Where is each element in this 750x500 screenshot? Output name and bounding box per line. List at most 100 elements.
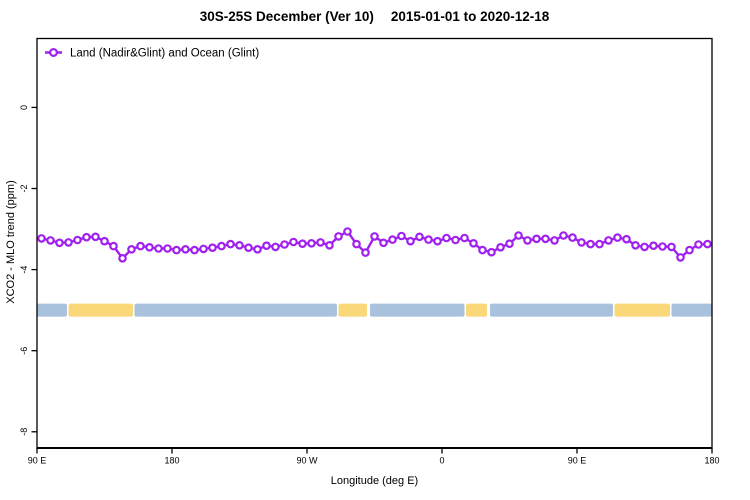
data-point-marker [640, 242, 649, 252]
x-tick-label: 90 E [568, 456, 587, 466]
data-point-marker [208, 243, 217, 253]
data-point-marker [433, 236, 442, 246]
data-point-marker [352, 239, 361, 249]
data-point-marker [568, 233, 577, 242]
legend: Land (Nadir&Glint) and Ocean (Glint) [45, 48, 259, 60]
y-tick-label: -6 [19, 347, 29, 355]
data-point-marker [298, 239, 307, 249]
data-point-marker [514, 231, 523, 240]
band-segment-land [466, 303, 487, 317]
data-point-marker [73, 235, 82, 245]
data-point-marker [100, 236, 109, 246]
data-point-marker [154, 244, 163, 253]
data-series [37, 227, 712, 263]
data-point-marker [586, 239, 595, 249]
y-tick-label: 0 [19, 105, 29, 110]
data-point-marker [487, 247, 496, 257]
data-point-marker [334, 232, 343, 241]
data-point-marker [550, 236, 559, 245]
data-point-marker [505, 239, 514, 249]
data-point-marker [577, 238, 586, 247]
data-point-marker [37, 234, 46, 243]
data-point-marker [604, 236, 613, 245]
data-point-marker [397, 231, 406, 241]
data-point-marker [163, 244, 172, 253]
data-point-marker [235, 241, 244, 250]
data-point-marker [127, 245, 136, 254]
data-point-marker [622, 234, 631, 244]
legend-label: Land (Nadir&Glint) and Ocean (Glint) [70, 48, 259, 60]
band-segment-ocean [370, 303, 465, 317]
data-point-marker [244, 243, 253, 253]
data-point-marker [469, 239, 478, 248]
data-point-marker [226, 239, 235, 249]
data-point-marker [541, 234, 550, 244]
band-segment-land [614, 303, 670, 317]
data-point-marker [109, 241, 118, 251]
data-point-marker [388, 235, 397, 244]
data-point-marker [271, 242, 280, 252]
data-point-marker [532, 234, 541, 244]
data-point-marker [145, 243, 154, 252]
data-point-marker [559, 231, 568, 240]
band-segment-ocean [490, 303, 613, 317]
data-point-marker [118, 253, 127, 263]
data-point-marker [307, 239, 316, 248]
data-point-marker [199, 244, 208, 254]
data-point-marker [217, 241, 226, 251]
data-point-marker [451, 235, 460, 245]
band-segment-ocean [671, 303, 712, 317]
y-tick-label: -4 [19, 266, 29, 274]
data-point-marker [460, 233, 469, 243]
data-point-marker [289, 237, 298, 247]
data-point-marker [685, 245, 694, 255]
x-tick-label: 180 [704, 456, 719, 466]
legend-marker-icon [48, 47, 58, 57]
data-point-marker [343, 227, 352, 236]
data-point-marker [91, 232, 100, 242]
data-point-marker [82, 232, 91, 242]
data-point-marker [379, 238, 388, 248]
data-point-marker [172, 245, 181, 255]
data-point-marker [478, 245, 487, 255]
data-point-marker [325, 241, 334, 250]
data-point-marker [649, 241, 658, 251]
data-point-marker [253, 245, 262, 254]
data-point-marker [415, 232, 424, 242]
data-point-marker [667, 242, 676, 252]
data-point-marker [406, 236, 415, 246]
data-point-marker [136, 241, 145, 251]
data-point-marker [361, 248, 370, 257]
y-tick-label: -8 [19, 428, 29, 436]
data-point-marker [496, 243, 505, 252]
band-segment-land [68, 303, 133, 317]
data-point-marker [694, 240, 703, 249]
data-point-marker [595, 239, 604, 249]
data-point-marker [613, 233, 622, 242]
chart-title: 30S-25S December (Ver 10) 2015-01-01 to … [37, 9, 712, 24]
data-point-marker [190, 245, 199, 255]
data-point-marker [523, 236, 532, 245]
data-point-marker [370, 232, 379, 241]
x-tick-label: 0 [439, 456, 444, 466]
data-point-marker [703, 239, 712, 249]
x-tick-label: 90 E [28, 456, 47, 466]
chart-title-region: 30S-25S December (Ver 10) [199, 9, 374, 24]
y-tick-label: -2 [19, 185, 29, 193]
data-point-marker [55, 238, 64, 248]
band-segment-ocean [37, 303, 67, 317]
data-point-marker [64, 238, 73, 247]
data-point-marker [442, 233, 451, 243]
x-tick-label: 180 [164, 456, 179, 466]
data-point-marker [316, 238, 325, 247]
band-segment-ocean [134, 303, 337, 317]
x-axis-label: Longitude (deg E) [330, 475, 419, 487]
data-point-marker [262, 241, 271, 251]
data-point-marker [676, 253, 685, 262]
band-segment-land [338, 303, 367, 317]
data-point-marker [181, 245, 190, 254]
data-point-marker [631, 241, 640, 250]
data-point-marker [658, 242, 667, 251]
